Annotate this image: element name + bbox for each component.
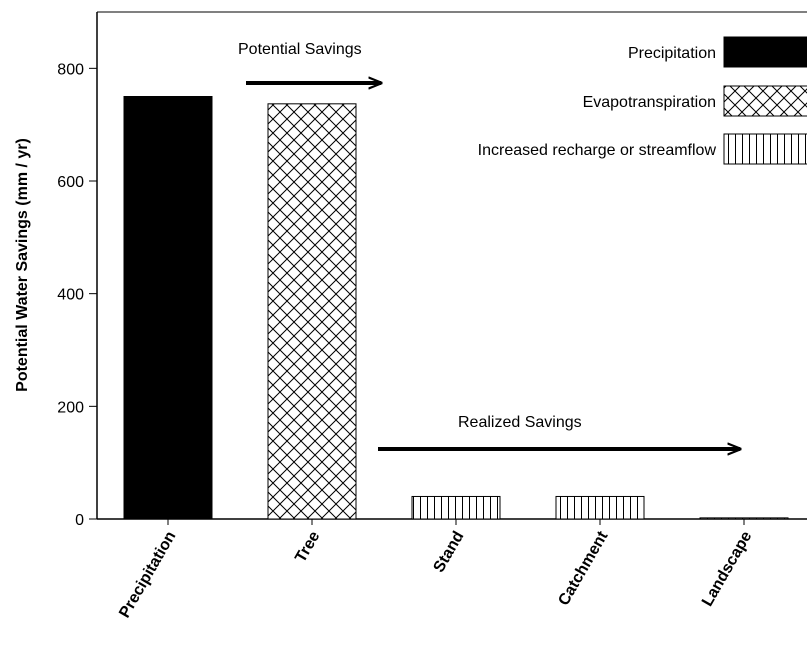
y-axis-label: Potential Water Savings (mm / yr) bbox=[14, 138, 31, 392]
realized-savings-text: Realized Savings bbox=[458, 414, 582, 431]
legend-label-evapotranspiration: Evapotranspiration bbox=[583, 94, 716, 111]
bar-landscape bbox=[699, 517, 789, 520]
legend-swatch-evapotranspiration bbox=[723, 85, 807, 117]
y-tick-label-800: 800 bbox=[57, 61, 84, 78]
x-tick-label-precipitation: Precipitation bbox=[116, 529, 179, 621]
y-tick-label-400: 400 bbox=[57, 287, 84, 304]
legend-label-recharge: Increased recharge or streamflow bbox=[478, 142, 717, 159]
x-tick-label-landscape: Landscape bbox=[699, 528, 756, 609]
legend-label-precipitation: Precipitation bbox=[628, 45, 716, 62]
y-axis-ticks: 0 200 400 600 800 bbox=[57, 61, 97, 529]
x-tick-label-catchment: Catchment bbox=[555, 528, 611, 609]
legend-swatch-recharge bbox=[723, 133, 807, 165]
bars bbox=[123, 96, 789, 520]
x-tick-label-tree: Tree bbox=[292, 528, 323, 565]
y-tick-label-200: 200 bbox=[57, 399, 84, 416]
potential-savings-annotation: Potential Savings bbox=[238, 41, 381, 83]
bar-precipitation bbox=[123, 96, 213, 520]
y-tick-label-600: 600 bbox=[57, 174, 84, 191]
x-tick-label-stand: Stand bbox=[431, 529, 468, 576]
realized-savings-annotation: Realized Savings bbox=[378, 414, 740, 449]
legend: Precipitation Evapotranspiration Increas… bbox=[478, 36, 807, 165]
bar-catchment bbox=[555, 495, 645, 520]
potential-savings-text: Potential Savings bbox=[238, 41, 362, 58]
y-tick-label-0: 0 bbox=[75, 512, 84, 529]
category-labels: Precipitation Tree Stand Catchment Landscape bbox=[116, 519, 756, 621]
bar-tree bbox=[267, 103, 357, 520]
legend-swatch-precipitation bbox=[723, 36, 807, 68]
bar-stand bbox=[411, 495, 501, 520]
